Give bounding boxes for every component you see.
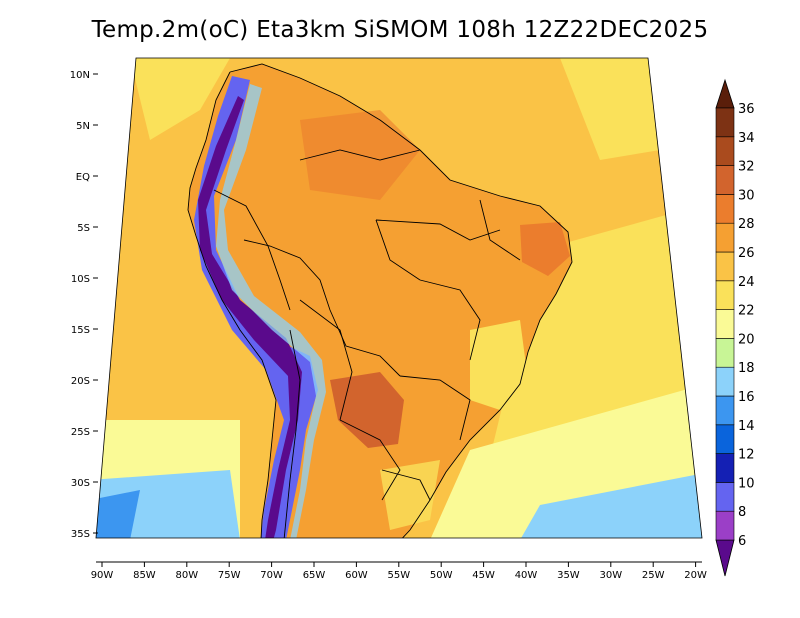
colorbar-label: 12 xyxy=(738,448,755,463)
map-frame xyxy=(95,57,703,539)
colorbar-label: 30 xyxy=(738,188,755,203)
colorbar-label: 34 xyxy=(738,131,755,146)
lat-label: 5N xyxy=(76,121,90,132)
ocean-mild-northwest xyxy=(130,58,230,140)
colorbar-segment xyxy=(715,194,735,224)
lon-label: 75W xyxy=(218,570,241,581)
colorbar-segment xyxy=(715,395,735,426)
colorbar-segment xyxy=(715,510,735,541)
map-title: Temp.2m(oC) Eta3km SiSMOM 108h 12Z22DEC2… xyxy=(91,17,709,43)
colorbar-segment xyxy=(715,309,735,339)
lat-label: 10S xyxy=(71,274,90,285)
lon-label: 20W xyxy=(684,570,707,581)
colorbar-label: 16 xyxy=(738,390,755,405)
west-coastline xyxy=(187,71,277,538)
colorbar-label: 6 xyxy=(738,534,746,549)
ocean-colder-southwest xyxy=(96,490,140,538)
lon-label: 55W xyxy=(387,570,410,581)
colorbar-segment xyxy=(715,453,735,483)
colorbar-label: 20 xyxy=(738,332,755,347)
lat-label: 5S xyxy=(77,223,90,234)
longitude-axis: 90W 85W 80W 75W 70W 65W 60W 55W 50W 45W 40W 35W 30W 2… xyxy=(91,561,707,581)
lat-label: 35S xyxy=(71,529,90,540)
brazil-state-lines-1 xyxy=(375,219,501,241)
colorbar-segment xyxy=(715,136,735,166)
lon-label: 50W xyxy=(430,570,453,581)
colorbar-segment xyxy=(715,222,735,253)
lon-label: 70W xyxy=(260,570,283,581)
brazil-state-lines-4 xyxy=(375,219,421,281)
lon-label: 80W xyxy=(175,570,198,581)
mild-region-southeast xyxy=(470,320,528,410)
lon-label: 45W xyxy=(472,570,495,581)
lat-label: EQ xyxy=(76,172,90,183)
bolivia-border xyxy=(299,299,353,421)
brazil-border-north xyxy=(299,149,421,161)
lon-label: 65W xyxy=(303,570,326,581)
colorbar-top-arrow xyxy=(715,78,735,109)
brazil-state-lines-2 xyxy=(419,279,481,361)
colorbar-label: 8 xyxy=(738,505,746,520)
uruguay-border xyxy=(381,469,431,501)
colorbar-label: 24 xyxy=(738,275,755,290)
lon-label: 35W xyxy=(557,570,580,581)
lon-label: 40W xyxy=(515,570,538,581)
lat-label: 25S xyxy=(71,427,90,438)
colorbar-label: 10 xyxy=(738,476,755,491)
colorbar-label: 26 xyxy=(738,246,755,261)
lat-label: 20S xyxy=(71,376,90,387)
colorbar-segment xyxy=(715,424,735,454)
colorbar-bottom-arrow xyxy=(715,539,735,577)
colorbar-label: 18 xyxy=(738,361,755,376)
colorbar-label: 36 xyxy=(738,102,755,117)
colorbar-label: 22 xyxy=(738,304,755,319)
colorbar: 6 8 10 12 14 16 18 20 22 24 26 28 30 32 34 36 xyxy=(715,78,755,577)
ocean-mild-northeast xyxy=(560,58,660,160)
lat-label: 30S xyxy=(71,478,90,489)
lon-label: 90W xyxy=(91,570,114,581)
colorbar-segment xyxy=(715,482,735,512)
colorbar-segment xyxy=(715,251,735,282)
argentina-border xyxy=(339,419,401,501)
colorbar-label: 14 xyxy=(738,419,755,434)
brazil-state-lines-5 xyxy=(479,199,521,261)
political-borders xyxy=(187,63,573,538)
colorbar-segment xyxy=(715,280,735,310)
latitude-axis: 10N 5N EQ 5S 10S 15S 20S 25S 30S 35S xyxy=(70,70,98,540)
lon-label: 85W xyxy=(133,570,156,581)
temperature-field xyxy=(96,58,702,538)
lon-label: 60W xyxy=(345,570,368,581)
lat-label: 15S xyxy=(71,325,90,336)
lon-label: 25W xyxy=(642,570,665,581)
andes-deep-band xyxy=(198,96,302,538)
hot-region-northeast xyxy=(520,222,570,276)
colorbar-segment xyxy=(715,338,735,368)
andes-light-band xyxy=(216,84,326,538)
brazil-state-lines-3 xyxy=(399,375,471,441)
brazil-border-west xyxy=(243,239,401,377)
coastline xyxy=(229,63,573,538)
chile-argentina-border xyxy=(283,329,301,538)
colorbar-label: 32 xyxy=(738,160,755,175)
colorbar-label: 28 xyxy=(738,217,755,232)
colorbar-segment xyxy=(715,366,735,397)
colorbar-segment xyxy=(715,107,735,138)
ocean-cold-southeast xyxy=(520,470,702,538)
peru-border xyxy=(213,189,291,311)
lon-label: 30W xyxy=(599,570,622,581)
lat-label: 10N xyxy=(70,70,90,81)
colorbar-segment xyxy=(715,165,735,195)
hot-region-paraguay xyxy=(330,372,404,448)
